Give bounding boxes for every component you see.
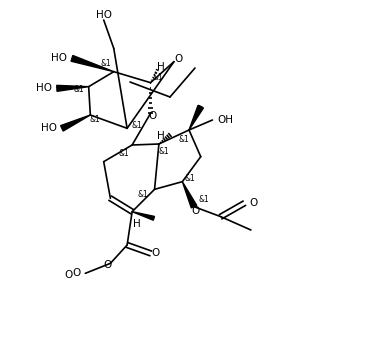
Text: O: O [72,268,80,278]
Text: O: O [191,206,199,216]
Polygon shape [132,212,155,220]
Polygon shape [182,182,197,208]
Text: HO: HO [41,123,57,133]
Text: O: O [249,198,258,208]
Text: &1: &1 [119,149,130,157]
Polygon shape [189,105,204,130]
Text: O: O [175,54,183,64]
Text: &1: &1 [73,85,84,94]
Polygon shape [71,56,114,72]
Text: HO: HO [51,53,67,63]
Text: HO: HO [96,10,112,20]
Text: &1: &1 [178,135,190,145]
Text: &1: &1 [199,195,209,205]
Text: O: O [64,270,73,280]
Text: O: O [148,111,157,121]
Text: H: H [157,131,165,141]
Text: &1: &1 [90,116,101,124]
Text: &1: &1 [185,174,196,183]
Text: H: H [158,62,165,72]
Text: O: O [103,261,112,270]
Text: H: H [133,219,141,229]
Text: &1: &1 [137,190,148,199]
Polygon shape [57,85,89,91]
Text: OH: OH [217,115,233,125]
Text: &1: &1 [159,148,169,156]
Text: &1: &1 [100,59,111,68]
Text: &1: &1 [132,121,142,130]
Text: O: O [151,248,160,258]
Polygon shape [61,115,90,131]
Text: &1: &1 [152,73,163,82]
Text: HO: HO [36,83,52,93]
